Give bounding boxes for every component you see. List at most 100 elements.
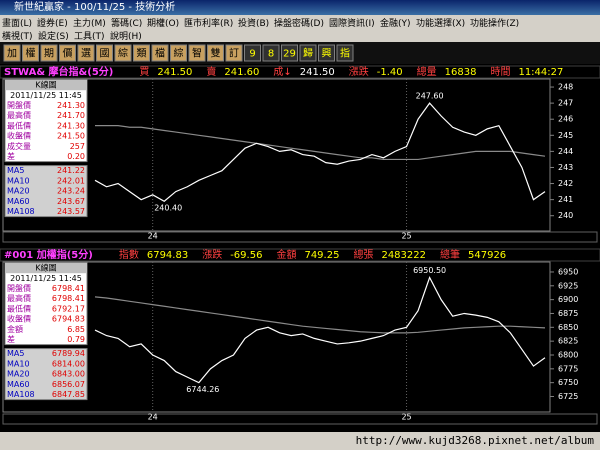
toolbar-label: 國	[100, 48, 110, 60]
y-tick-label: 242	[558, 179, 573, 188]
y-tick-label: 6775	[558, 364, 578, 373]
ma-label: MA60	[7, 197, 30, 206]
toolbar-label: 智	[192, 47, 202, 60]
menu-bar: 畫面(L) 證券(E) 主力(M) 籌碼(C) 期權(O) 匯市利率(R) 投資(B) 操盤密…	[0, 15, 600, 42]
ma-label: MA60	[7, 380, 30, 389]
toolbar-button[interactable]	[40, 44, 58, 62]
ma-value: 6856.07	[52, 380, 85, 389]
toolbar-button[interactable]	[59, 44, 76, 62]
info-value: 241.30	[57, 101, 85, 110]
chart-frame	[2, 261, 551, 413]
info-label: 收盤價	[7, 314, 31, 324]
toolbar-button[interactable]	[3, 44, 21, 62]
info-label: 開盤價	[7, 283, 31, 293]
toolbar-button[interactable]	[114, 44, 132, 62]
price-line	[94, 296, 546, 334]
toolbar-button[interactable]	[188, 44, 206, 62]
toolbar-label: 雙	[211, 47, 221, 60]
toolbar-button[interactable]	[262, 44, 280, 62]
ma-label: MA108	[7, 207, 35, 216]
toolbar-button[interactable]	[244, 44, 261, 62]
menu-item[interactable]: 匯市利率(R)	[184, 19, 234, 29]
info-label: 最高價	[7, 293, 31, 303]
menu-item[interactable]: 期權(O)	[147, 19, 180, 29]
menu-item[interactable]: 功能選擇(X)	[416, 19, 466, 29]
info-value: 6794.83	[52, 315, 85, 324]
x-tick-label: 25	[401, 232, 411, 241]
ma-value: 6814.00	[52, 359, 85, 368]
ma-value: 6843.00	[52, 370, 85, 379]
toolbar-button[interactable]	[207, 44, 224, 62]
toolbar-label: 8	[268, 49, 274, 60]
info-value: 241.50	[57, 132, 85, 141]
window-title: 新世紀贏家 - 100/11/25 - 技術分析	[14, 2, 176, 13]
ma-label: MA20	[7, 187, 30, 196]
x-tick-label: 24	[148, 232, 158, 241]
toolbar-button[interactable]	[133, 44, 150, 62]
info-value: 6798.41	[52, 284, 85, 293]
header-label: 漲跌	[349, 65, 369, 78]
header-value: 547926	[468, 250, 506, 261]
header-label: 總張	[353, 248, 373, 261]
chart-footer	[2, 231, 598, 243]
info-label: 差	[7, 334, 15, 344]
menu-item[interactable]: 操盤密碼(D)	[274, 19, 324, 29]
info-label: 最高價	[7, 110, 31, 120]
info-value: 241.70	[57, 111, 85, 120]
header-label: 指數	[119, 248, 139, 261]
header-label: 金額	[276, 248, 296, 261]
panel-symbol: STWA& 摩台指&(5分)	[4, 65, 113, 78]
ma-label: MA108	[7, 390, 35, 399]
menu-item[interactable]: 說明(H)	[110, 32, 142, 42]
menu-item[interactable]: 功能操作(Z)	[470, 19, 520, 29]
high-annotation: 247.60	[416, 92, 444, 101]
toolbar-button[interactable]	[281, 44, 298, 62]
toolbar-button[interactable]	[77, 44, 95, 62]
y-tick-label: 6950	[558, 267, 578, 276]
menu-item[interactable]: 投資(B)	[238, 19, 270, 29]
menu-item[interactable]: 籌碼(C)	[111, 19, 143, 29]
toolbar-button[interactable]	[151, 44, 169, 62]
ma-value: 6789.94	[52, 349, 85, 358]
y-tick-label: 6800	[558, 350, 578, 359]
menu-item[interactable]: 主力(M)	[73, 19, 106, 29]
price-line	[94, 102, 546, 202]
toolbar-button[interactable]	[170, 44, 187, 62]
toolbar-label: 期	[44, 48, 54, 60]
info-title: K線圖	[35, 80, 56, 90]
toolbar-label: 綜	[174, 47, 184, 60]
info-label: 開盤價	[7, 100, 31, 110]
toolbar-button[interactable]	[318, 44, 335, 62]
y-tick-label: 6750	[558, 378, 578, 387]
menu-item[interactable]: 金融(Y)	[380, 19, 411, 29]
info-label: 收盤價	[7, 131, 31, 141]
menu-item[interactable]: 設定(S)	[38, 32, 69, 42]
toolbar-button[interactable]	[336, 44, 354, 62]
menu-item[interactable]: 國際資訊(I)	[329, 19, 375, 29]
y-tick-label: 247	[558, 99, 573, 108]
price-line	[95, 125, 546, 161]
y-tick-label: 246	[558, 115, 573, 124]
info-title-bg	[5, 80, 87, 91]
x-tick-label: 24	[148, 413, 158, 422]
ma-box	[4, 165, 88, 218]
title-bar: 新世紀贏家 - 100/11/25 - 技術分析	[0, 0, 600, 15]
info-value: 0.79	[67, 335, 85, 344]
toolbar-button[interactable]	[225, 44, 243, 62]
menu-item[interactable]: 證券(E)	[37, 19, 68, 29]
toolbar-button[interactable]	[299, 44, 317, 62]
toolbar-button[interactable]	[96, 44, 113, 62]
price-line	[94, 275, 546, 384]
menu-item[interactable]: 工具(T)	[74, 32, 105, 42]
header-value: 6794.83	[147, 250, 188, 261]
menu-item[interactable]: 橫視(T)	[2, 32, 33, 42]
toolbar-label: 訂	[229, 47, 239, 60]
y-tick-label: 6850	[558, 323, 578, 332]
menu-item[interactable]: 畫面(L)	[2, 19, 33, 29]
ma-value: 243.57	[57, 207, 85, 216]
header-value: 11:44:27	[518, 67, 563, 78]
toolbar-label: 價	[63, 47, 73, 60]
toolbar-button[interactable]	[22, 44, 39, 62]
y-tick-label: 6825	[558, 337, 578, 346]
